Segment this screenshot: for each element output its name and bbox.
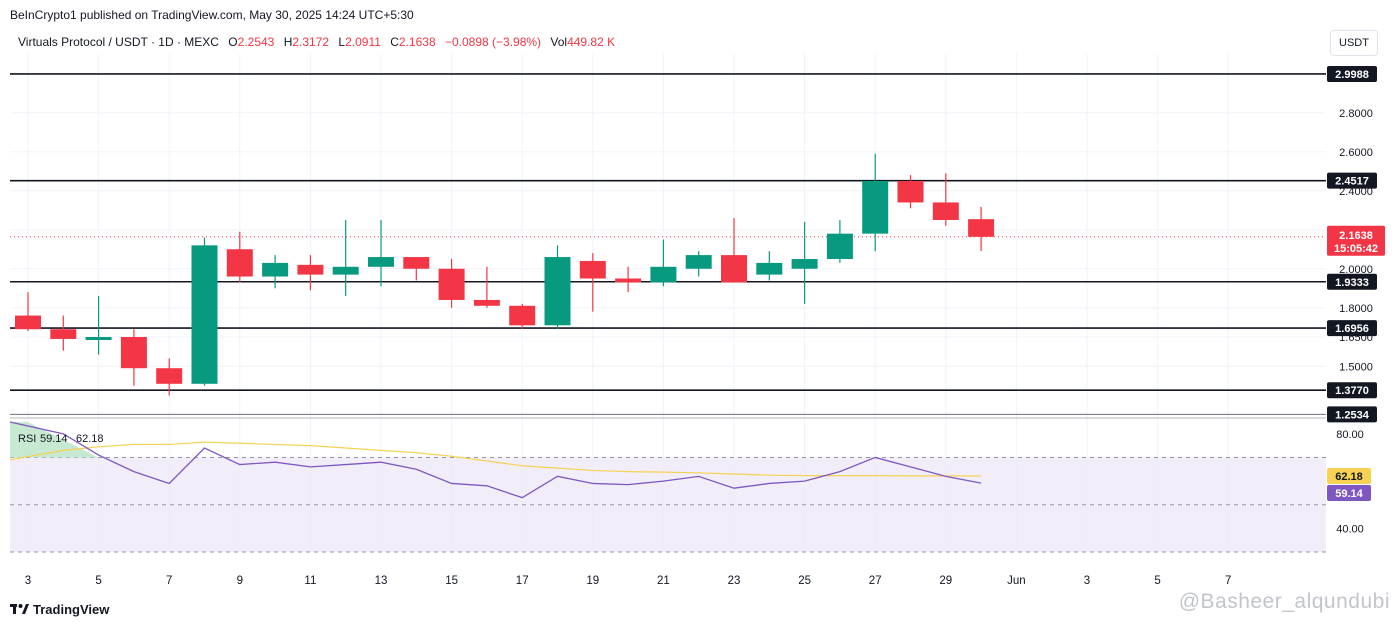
date-tick-label: 5 [1154, 575, 1160, 587]
candle-body [297, 264, 324, 275]
level-tag-label: 2.9988 [1335, 69, 1369, 81]
ohlc-legend: Virtuals Protocol / USDT · 1D · MEXC O2.… [18, 35, 615, 49]
candle-body [85, 337, 112, 340]
candle-body [968, 219, 995, 237]
date-tick-label: 17 [516, 575, 529, 587]
low-label: L [338, 35, 346, 49]
date-tick-label: 13 [375, 575, 388, 587]
high-label: H [283, 35, 293, 49]
open-value: 2.2543 [237, 35, 275, 49]
level-tag [1327, 320, 1377, 337]
rsi-tick-label: 40.00 [1336, 523, 1364, 535]
level-tag [1327, 65, 1377, 82]
level-tag [1327, 172, 1377, 189]
candle-body [473, 299, 500, 306]
tradingview-logo-icon [10, 604, 29, 614]
low-value: 2.0911 [345, 35, 381, 49]
current-price-tag [1327, 225, 1385, 256]
level-tag-label: 1.6956 [1335, 323, 1369, 335]
level-tag-label: 1.2534 [1335, 409, 1370, 421]
candle-body [226, 249, 253, 277]
date-tick-label: 15 [445, 575, 458, 587]
date-tick-label: 21 [657, 575, 670, 587]
candle-body [15, 315, 41, 330]
rsi-tick-label: 80.00 [1336, 429, 1364, 441]
rsi-ma-line [9, 441, 982, 477]
date-tick-label: 3 [25, 575, 31, 587]
date-tick-label: 23 [728, 575, 741, 587]
rsi-ma-tag-label: 62.18 [1335, 471, 1363, 483]
volume-value: 449.82 K [567, 35, 616, 49]
date-tick-label: 3 [1084, 575, 1090, 587]
countdown-label: 15:05:42 [1334, 243, 1378, 255]
author-watermark: @Basheer_alqundubi [1178, 590, 1390, 613]
date-tick-label: 25 [798, 575, 811, 587]
date-tick-label: 9 [237, 575, 243, 587]
level-tag [1327, 382, 1377, 399]
candle-body [615, 278, 642, 283]
symbol-name[interactable]: Virtuals Protocol / USDT · 1D · MEXC [18, 35, 219, 49]
candle-body [932, 202, 959, 220]
candle-body [332, 266, 359, 275]
price-tick-label: 2.6000 [1339, 147, 1373, 159]
volume-label: Vol [550, 35, 568, 49]
price-tick-label: 2.8000 [1339, 108, 1373, 120]
price-tick-label: 1.8000 [1339, 303, 1373, 315]
rsi-legend-ma-value: 62.18 [76, 433, 104, 445]
candle-body [120, 337, 147, 369]
close-value: 2.1638 [398, 35, 436, 49]
candle-body [685, 255, 712, 269]
rsi-line [9, 421, 982, 499]
date-tick-label: 7 [1225, 575, 1231, 587]
close-label: C [390, 35, 399, 49]
candle-body [191, 245, 218, 384]
level-tag-label: 1.9333 [1335, 277, 1369, 289]
candle-body [262, 262, 289, 277]
date-tick-label: Jun [1007, 575, 1026, 587]
current-price-label: 2.1638 [1339, 230, 1373, 242]
level-tag-label: 1.3770 [1335, 385, 1369, 397]
level-tag [1327, 273, 1377, 290]
date-tick-label: 29 [939, 575, 952, 587]
date-tick-label: 7 [166, 575, 172, 587]
candle-body [438, 268, 465, 300]
candle-body [897, 181, 924, 203]
candle-body [368, 257, 394, 267]
rsi-value-tag-label: 59.14 [1335, 488, 1363, 500]
candle-body [791, 259, 818, 269]
candle-body [50, 329, 77, 339]
rsi-value-tag [1327, 484, 1371, 501]
candle-body [826, 233, 853, 259]
candle-body [509, 305, 536, 326]
date-tick-label: 27 [869, 575, 882, 587]
publisher-line: BeInCrypto1 published on TradingView.com… [10, 8, 414, 22]
tradingview-logo[interactable]: TradingView [10, 602, 109, 617]
date-tick-label: 11 [304, 575, 316, 587]
price-tick-label: 1.5000 [1339, 361, 1373, 373]
candle-body [579, 260, 606, 279]
level-tag-label: 2.4517 [1335, 176, 1369, 188]
date-tick-label: 19 [586, 575, 599, 587]
level-tag [1327, 406, 1377, 423]
date-tick-label: 5 [95, 575, 101, 587]
high-value: 2.3172 [292, 35, 330, 49]
candle-body [756, 262, 783, 275]
rsi-ma-tag [1327, 467, 1371, 484]
candle-body [156, 368, 183, 384]
rsi-title: RSI [18, 433, 36, 445]
candle-body [862, 181, 889, 234]
change-value: −0.0898 (−3.98%) [444, 35, 542, 49]
tradingview-brand: TradingView [33, 602, 110, 617]
candle-body [544, 257, 571, 326]
candle-body [650, 266, 677, 283]
price-tick-label: 2.0000 [1339, 264, 1373, 276]
candle-body [721, 255, 747, 283]
open-label: O [228, 35, 238, 49]
rsi-legend-value: 59.14 [40, 433, 68, 445]
price-tick-label: 2.4000 [1339, 186, 1373, 198]
candle-body [403, 257, 430, 269]
currency-button[interactable]: USDT [1330, 30, 1378, 56]
